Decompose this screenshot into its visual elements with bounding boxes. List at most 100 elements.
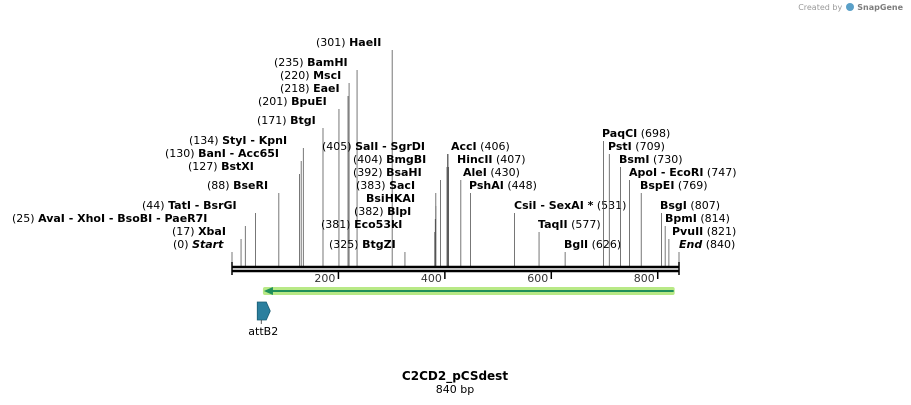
site-label[interactable]: BsgI (807) [660, 199, 720, 212]
restriction-site[interactable]: (134) StyI - KpnI [189, 134, 304, 266]
site-label[interactable]: BspEI (769) [640, 179, 708, 192]
site-label[interactable]: End (840) [679, 238, 735, 251]
restriction-site[interactable]: BsgI (807) [660, 199, 720, 266]
site-label-part: Start [192, 238, 224, 251]
site-label[interactable]: AccI (406) [451, 140, 510, 153]
restriction-site[interactable]: (171) BtgI [257, 114, 324, 266]
site-label-part: BanI [198, 147, 226, 160]
restriction-site[interactable]: (44) TatI - BsrGI [142, 199, 256, 266]
restriction-site[interactable]: PstI (709) [608, 140, 665, 266]
restriction-site[interactable]: BspEI (769) [640, 179, 708, 266]
map-length: 840 bp [436, 383, 474, 396]
site-label-part: (747) [703, 166, 736, 179]
restriction-site[interactable]: (0) Start [173, 238, 233, 266]
site-label[interactable]: (325) BtgZI [329, 238, 396, 251]
site-label-part: AccI [451, 140, 477, 153]
site-label-part: TatI [168, 199, 191, 212]
restriction-site[interactable]: HincII (407) [448, 153, 526, 266]
site-label-part: HincII [457, 153, 493, 166]
site-label[interactable]: CsiI - SexAI * (531) [514, 199, 626, 212]
site-label[interactable]: (381) Eco53kI [321, 218, 402, 231]
site-label[interactable]: HincII (407) [457, 153, 526, 166]
restriction-site[interactable]: (127) BstXI [188, 160, 300, 266]
site-label[interactable]: (17) XbaI [172, 225, 226, 238]
restriction-site[interactable]: PvuII (821) [668, 225, 736, 266]
site-label[interactable]: PaqCI (698) [602, 127, 670, 140]
restriction-site[interactable]: End (840) [678, 238, 735, 266]
site-label-part: (407) [493, 153, 526, 166]
restriction-site[interactable]: (405) SalI - SgrDI [322, 140, 448, 266]
site-label[interactable]: (392) BsaHI [353, 166, 422, 179]
restriction-site[interactable]: BsmI (730) [619, 153, 683, 266]
site-label[interactable]: (220) MscI [280, 69, 341, 82]
site-label[interactable]: (301) HaeII [316, 36, 381, 49]
restriction-site[interactable]: (381) Eco53kI [321, 218, 436, 266]
restriction-site[interactable]: (383) SacI [356, 179, 437, 266]
restriction-site[interactable]: BglI (626) [564, 238, 621, 266]
site-label[interactable]: (201) BpuEI [258, 95, 327, 108]
restriction-site[interactable]: (218) EaeI [280, 82, 349, 266]
site-label[interactable]: (218) EaeI [280, 82, 340, 95]
site-label[interactable]: (130) BanI - Acc65I [165, 147, 279, 160]
site-label-part: PaqCI [602, 127, 637, 140]
restriction-site[interactable]: AccI (406) [447, 140, 510, 266]
site-label-part: BsiHKAI [366, 192, 415, 205]
site-label[interactable]: AleI (430) [463, 166, 520, 179]
restriction-site[interactable]: (235) BamHI [274, 56, 358, 266]
restriction-site[interactable]: CsiI - SexAI * (531) [514, 199, 626, 266]
restriction-site[interactable]: (392) BsaHI [353, 166, 442, 266]
restriction-site[interactable]: (25) AvaI - XhoI - BsoBI - PaeR7I [12, 212, 246, 266]
restriction-site[interactable]: (17) XbaI [172, 225, 242, 266]
restriction-site[interactable]: TaqII (577) [538, 218, 601, 266]
restriction-site[interactable]: (130) BanI - Acc65I [165, 147, 302, 266]
restriction-site[interactable]: (220) MscI [280, 69, 350, 266]
restriction-site[interactable]: (325) BtgZI [329, 238, 406, 266]
restriction-site[interactable]: (382) BlpI [354, 205, 436, 266]
restriction-site[interactable]: BsiHKAI [366, 192, 437, 266]
site-label[interactable]: (382) BlpI [354, 205, 411, 218]
site-label-part: (840) [702, 238, 735, 251]
restriction-site[interactable]: PaqCI (698) [602, 127, 670, 266]
site-label[interactable]: (88) BseRI [207, 179, 268, 192]
site-label[interactable]: (405) SalI - SgrDI [322, 140, 425, 153]
restriction-site[interactable]: (301) HaeII [316, 36, 393, 266]
site-label[interactable]: BsmI (730) [619, 153, 683, 166]
site-label-part: (531) [593, 199, 626, 212]
site-label[interactable]: (127) BstXI [188, 160, 254, 173]
site-label[interactable]: BglI (626) [564, 238, 621, 251]
site-label-part: HaeII [349, 36, 381, 49]
site-label[interactable]: BpmI (814) [665, 212, 730, 225]
site-label[interactable]: (44) TatI - BsrGI [142, 199, 237, 212]
site-label[interactable]: (404) BmgBI [353, 153, 426, 166]
site-label[interactable]: PshAI (448) [469, 179, 537, 192]
restriction-site[interactable]: (88) BseRI [207, 179, 280, 266]
site-label-part: MscI [313, 69, 341, 82]
site-label[interactable]: PstI (709) [608, 140, 665, 153]
restriction-site[interactable]: AleI (430) [460, 166, 520, 266]
site-label[interactable]: PvuII (821) [672, 225, 736, 238]
site-label[interactable]: (171) BtgI [257, 114, 316, 127]
ruler-tick-label: 800 [634, 272, 655, 285]
site-label[interactable]: ApoI - EcoRI (747) [629, 166, 737, 179]
site-label-part: (577) [568, 218, 601, 231]
restriction-site[interactable]: ApoI - EcoRI (747) [629, 166, 737, 266]
site-label[interactable]: BsiHKAI [366, 192, 415, 205]
restriction-site[interactable]: BpmI (814) [664, 212, 730, 266]
restriction-site[interactable]: (201) BpuEI [258, 95, 340, 266]
site-label[interactable]: (134) StyI - KpnI [189, 134, 287, 147]
site-label[interactable]: (25) AvaI - XhoI - BsoBI - PaeR7I [12, 212, 207, 225]
site-label-part: BsmI [619, 153, 650, 166]
site-label[interactable]: (383) SacI [356, 179, 415, 192]
site-label[interactable]: (0) Start [173, 238, 224, 251]
ruler-tick-label: 600 [527, 272, 548, 285]
site-label-part: (235) [274, 56, 307, 69]
reverse-feature-arrow[interactable] [262, 287, 675, 295]
site-label-part: SalI [355, 140, 378, 153]
attB2-feature[interactable]: attB2 [248, 301, 278, 338]
site-label[interactable]: TaqII (577) [538, 218, 601, 231]
site-label-part: (301) [316, 36, 349, 49]
restriction-site[interactable]: (404) BmgBI [353, 153, 448, 266]
site-label[interactable]: (235) BamHI [274, 56, 348, 69]
restriction-site[interactable]: PshAI (448) [469, 179, 537, 266]
site-label-part: - EcoRI [657, 166, 703, 179]
